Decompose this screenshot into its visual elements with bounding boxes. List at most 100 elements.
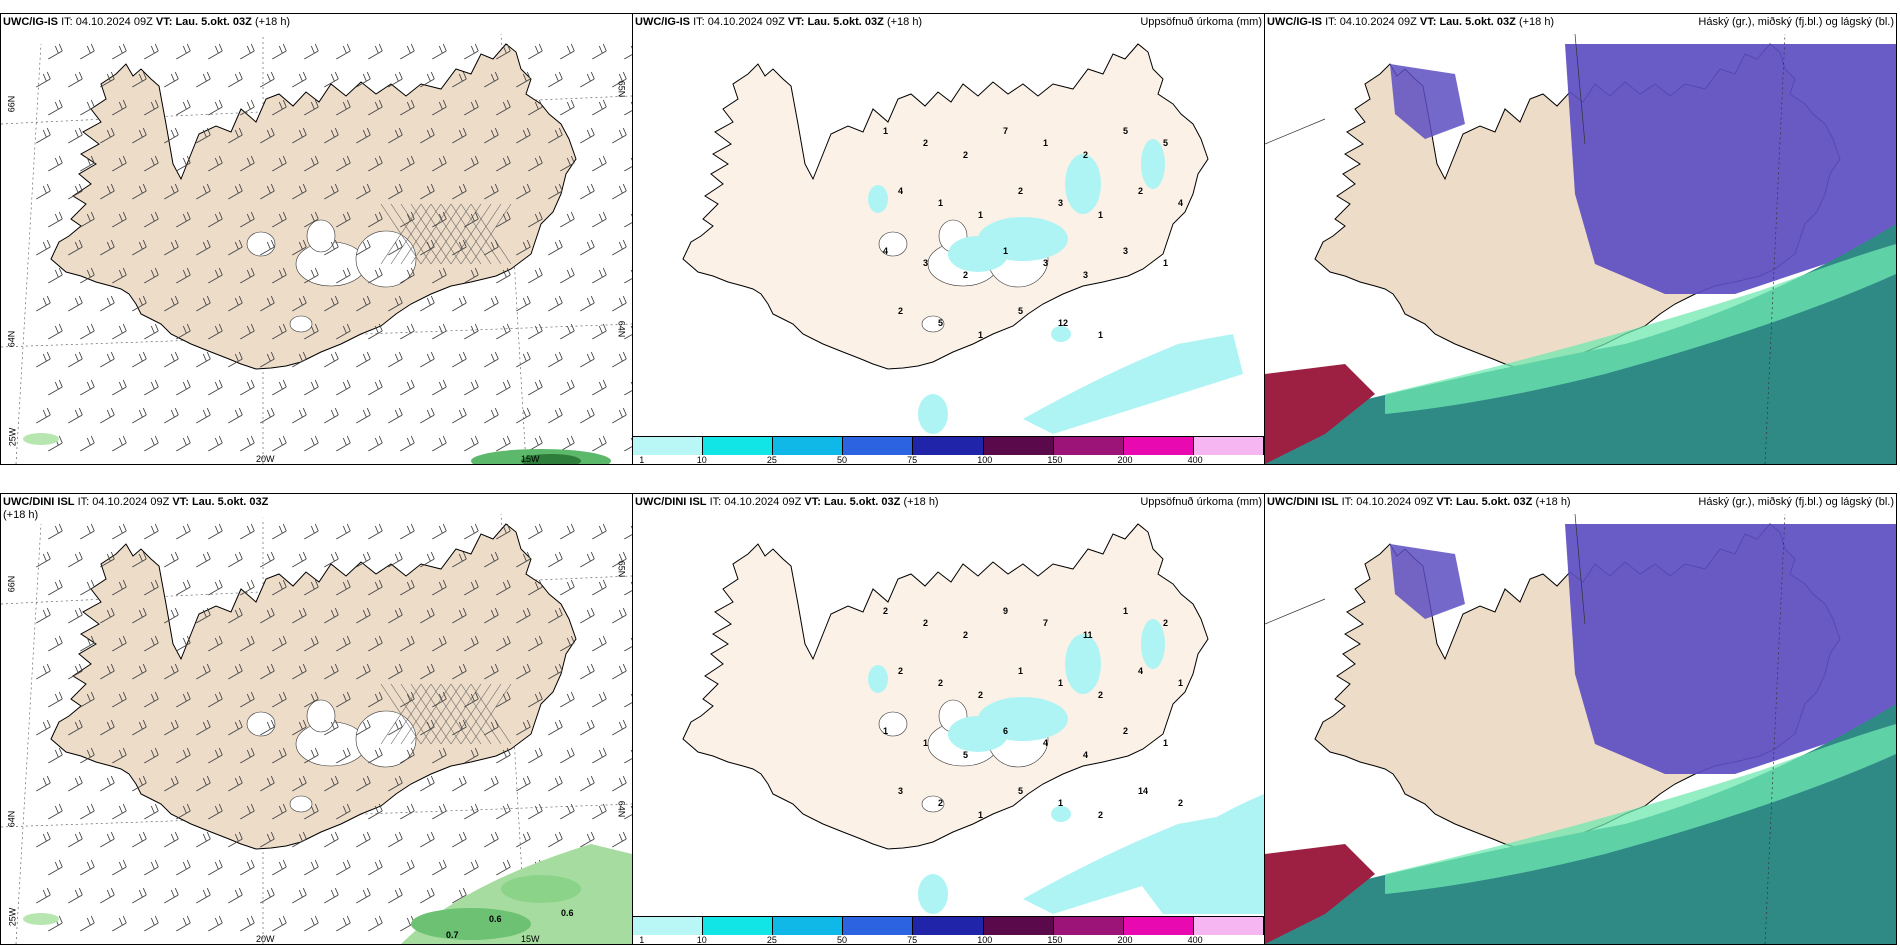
precip-value-label: 2 (883, 606, 888, 616)
precip-value-label: 1 (883, 726, 888, 736)
panel-title: UWC/DINI ISL IT: 04.10.2024 09Z VT: Lau.… (635, 496, 939, 509)
precip-value-label: 1 (1058, 798, 1063, 808)
lon-label: 20W (256, 934, 275, 944)
cloud-map (1265, 513, 1896, 944)
legend-swatch (983, 437, 1054, 455)
precip-legend: 1 10 25 50 75 100 150 200 400 (633, 436, 1264, 464)
precip-value-label: 3 (898, 786, 903, 796)
legend-swatch (1053, 437, 1124, 455)
precip-panel-top: 1 2 2 7 1 2 5 5 4 1 1 2 3 1 2 4 4 3 2 1 3 3 3 1 2 5 1 5 12 1 UWC/IG-I… (632, 13, 1265, 465)
precip-value-label: 2 (898, 306, 903, 316)
legend-tick-label: 75 (907, 455, 918, 465)
legend-swatch (913, 437, 984, 455)
precip-value-label: 2 (898, 666, 903, 676)
legend-swatch (633, 917, 704, 935)
precip-value-label: 1 (1098, 210, 1103, 220)
precip-value-label: 5 (963, 750, 968, 760)
precip-value-label: 2 (963, 270, 968, 280)
precip-value-label: 1 (1163, 258, 1168, 268)
legend-swatch (843, 917, 914, 935)
field-value-label: 0.7 (446, 930, 459, 940)
precip-value-label: 4 (898, 186, 903, 196)
legend-tick-label: 50 (837, 935, 848, 945)
panel-title: UWC/DINI ISL IT: 04.10.2024 09Z VT: Lau.… (1267, 496, 1571, 509)
lon-label: 15W (521, 454, 540, 464)
legend-tick-label: 400 (1187, 455, 1203, 465)
precip-value-label: 12 (1058, 318, 1068, 328)
precip-value-label: 3 (1083, 270, 1088, 280)
panel-title: UWC/IG-IS IT: 04.10.2024 09Z VT: Lau. 5.… (635, 16, 923, 29)
legend-swatch (843, 437, 914, 455)
lat-label: 64N (616, 320, 627, 338)
precip-value-label: 4 (1043, 738, 1048, 748)
precip-value-label: 2 (1138, 186, 1143, 196)
legend-tick-label: 100 (977, 455, 993, 465)
precip-value-label: 4 (1178, 198, 1183, 208)
precip-value-label: 3 (1043, 258, 1048, 268)
lat-label: 64N (616, 800, 627, 818)
precip-value-label: 11 (1083, 630, 1093, 640)
precip-value-label: 1 (978, 210, 983, 220)
legend-tick-label: 10 (696, 455, 707, 465)
cloud-panel-top: UWC/IG-IS IT: 04.10.2024 09Z VT: Lau. 5.… (1264, 13, 1897, 465)
legend-tick-label: 100 (977, 935, 993, 945)
precip-value-label: 5 (1123, 126, 1128, 136)
precip-value-label: 1 (1058, 678, 1063, 688)
legend-swatch (983, 917, 1054, 935)
legend-swatch (773, 437, 844, 455)
precip-value-label: 1 (1163, 738, 1168, 748)
precip-value-label: 6 (1003, 726, 1008, 736)
lat-label: 65N (616, 80, 627, 98)
precip-value-label: 5 (1018, 786, 1023, 796)
precip-value-label: 2 (1123, 726, 1128, 736)
lon-label: 15W (521, 934, 540, 944)
precip-value-label: 1 (1098, 330, 1103, 340)
precip-value-label: 9 (1003, 606, 1008, 616)
precip-value-label: 2 (978, 690, 983, 700)
precip-value-label: 5 (1018, 306, 1023, 316)
panel-subtitle: Uppsöfnuð úrkoma (mm) (1140, 496, 1262, 508)
precip-value-label: 2 (963, 150, 968, 160)
cloud-panel-bottom: UWC/DINI ISL IT: 04.10.2024 09Z VT: Lau.… (1264, 493, 1897, 945)
precip-value-label: 3 (1058, 198, 1063, 208)
legend-tick-label: 400 (1187, 935, 1203, 945)
precip-value-label: 1 (923, 738, 928, 748)
precip-panel-bottom: 2 2 2 9 7 11 1 2 2 2 2 1 1 2 4 1 1 1 5 6 4 4 2 1 3 2 1 5 1 2 14 2 UWC/D… (632, 493, 1265, 945)
wind-panel-bottom: 0.6 0.6 0.7 UWC/DINI ISL IT: 04.10.2024 09… (0, 493, 633, 945)
lon-label: 20W (256, 454, 275, 464)
lat-label: 66N (6, 575, 17, 593)
precip-value-label: 2 (923, 618, 928, 628)
precip-legend: 1 10 25 50 75 100 150 200 400 (633, 916, 1264, 944)
precip-value-label: 5 (938, 318, 943, 328)
precip-value-label: 2 (938, 798, 943, 808)
legend-tick-label: 1 (639, 935, 645, 945)
precip-value-label: 2 (923, 138, 928, 148)
panel-subtitle: Uppsöfnuð úrkoma (mm) (1140, 16, 1262, 28)
legend-swatch (913, 917, 984, 935)
precip-value-label: 1 (1178, 678, 1183, 688)
legend-swatch (633, 437, 704, 455)
panel-title: UWC/IG-IS IT: 04.10.2024 09Z VT: Lau. 5.… (3, 16, 291, 29)
precip-value-label: 2 (938, 678, 943, 688)
legend-tick-label: 200 (1117, 935, 1133, 945)
lon-label: 25W (7, 427, 18, 447)
precip-value-label: 2 (963, 630, 968, 640)
lat-label: 64N (6, 330, 17, 348)
precip-value-label: 2 (1163, 618, 1168, 628)
field-value-label: 0.6 (489, 914, 502, 924)
legend-tick-label: 200 (1117, 455, 1133, 465)
legend-tick-label: 10 (696, 935, 707, 945)
precip-value-label: 1 (883, 126, 888, 136)
lat-label: 65N (616, 560, 627, 578)
precip-value-label: 1 (1043, 138, 1048, 148)
precip-value-label: 4 (1138, 666, 1143, 676)
legend-swatch (1193, 437, 1264, 455)
precip-value-label: 2 (1098, 690, 1103, 700)
precip-value-label: 1 (1003, 246, 1008, 256)
wind-map (1, 33, 632, 464)
precip-value-label: 1 (978, 330, 983, 340)
precip-value-label: 5 (1163, 138, 1168, 148)
legend-swatch (1193, 917, 1264, 935)
